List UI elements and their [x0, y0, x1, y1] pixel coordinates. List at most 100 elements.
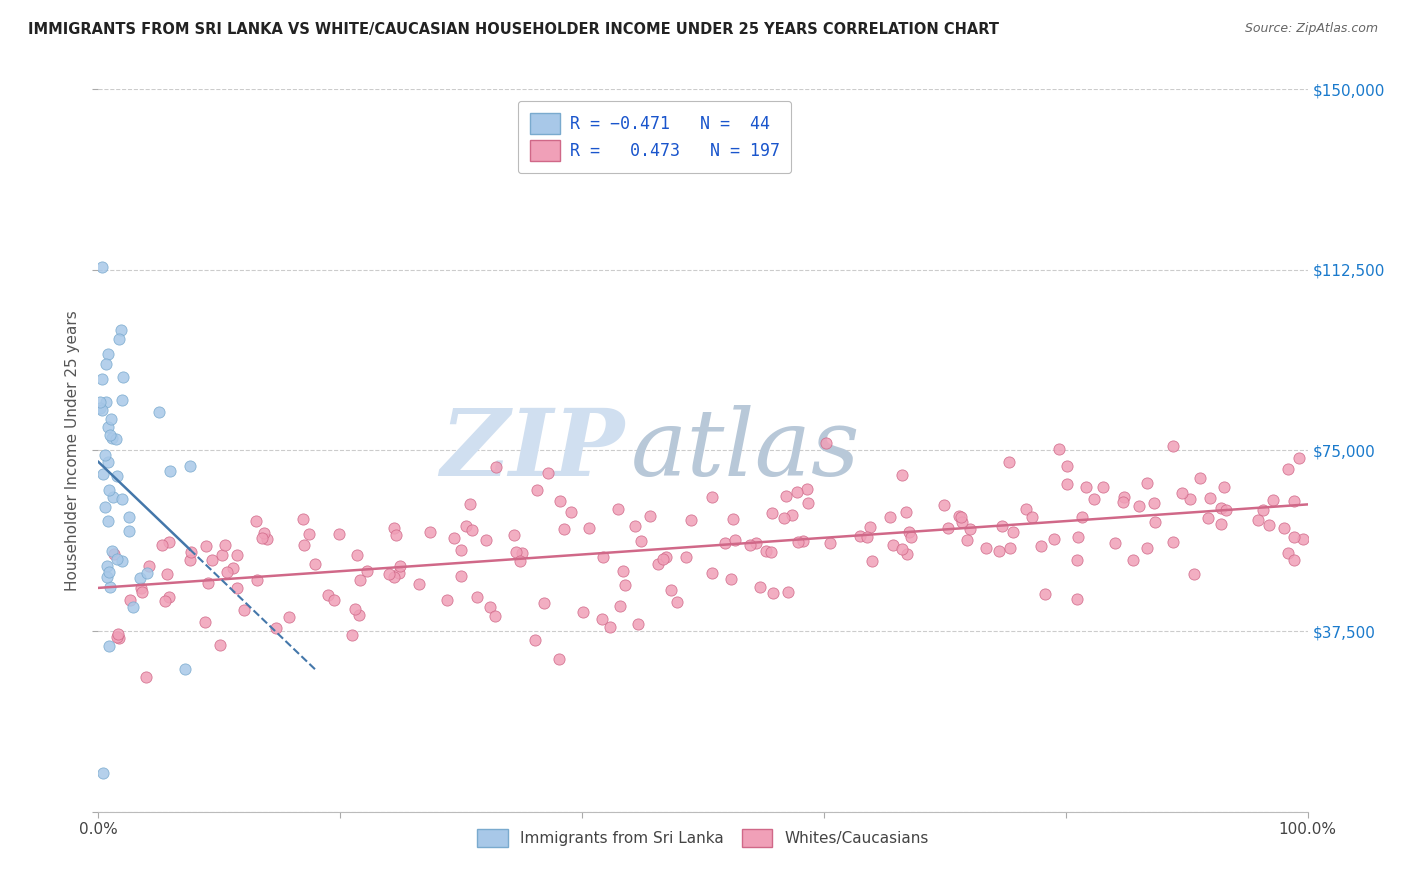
Point	[560, 505, 582, 519]
Point	[94, 395, 117, 409]
Point	[1135, 541, 1157, 555]
Point	[1066, 592, 1088, 607]
Point	[91, 372, 114, 386]
Point	[478, 600, 501, 615]
Point	[382, 521, 405, 535]
Point	[105, 469, 128, 483]
Point	[1066, 553, 1088, 567]
Point	[509, 554, 531, 568]
Point	[97, 639, 120, 653]
Point	[1092, 479, 1115, 493]
Point	[796, 482, 818, 496]
Point	[959, 522, 981, 536]
Point	[1111, 495, 1133, 509]
Point	[323, 592, 346, 607]
Point	[612, 564, 634, 578]
Point	[96, 570, 118, 584]
Point	[578, 521, 600, 535]
Point	[1171, 485, 1194, 500]
Point	[94, 357, 117, 371]
Point	[148, 405, 170, 419]
Point	[1071, 510, 1094, 524]
Point	[761, 506, 783, 520]
Text: ZIP: ZIP	[440, 406, 624, 495]
Point	[1074, 480, 1097, 494]
Point	[97, 347, 120, 361]
Point	[1199, 491, 1222, 506]
Point	[356, 564, 378, 578]
Point	[111, 554, 134, 568]
Point	[896, 505, 918, 519]
Point	[1257, 517, 1279, 532]
Point	[108, 631, 131, 645]
Point	[211, 548, 233, 562]
Point	[101, 544, 124, 558]
Point	[571, 606, 593, 620]
Point	[382, 570, 405, 584]
Point	[900, 531, 922, 545]
Point	[328, 527, 350, 541]
Point	[97, 420, 120, 434]
Point	[91, 467, 114, 481]
Point	[882, 538, 904, 552]
Point	[700, 566, 723, 580]
Point	[246, 573, 269, 587]
Point	[792, 534, 814, 549]
Point	[173, 662, 195, 676]
Point	[1122, 553, 1144, 567]
Point	[797, 496, 820, 510]
Point	[91, 766, 114, 780]
Point	[118, 524, 141, 539]
Point	[1056, 458, 1078, 473]
Point	[155, 593, 177, 607]
Point	[298, 527, 321, 541]
Point	[1001, 525, 1024, 540]
Point	[879, 510, 901, 524]
Point	[772, 511, 794, 525]
Point	[956, 533, 979, 547]
Point	[316, 588, 339, 602]
Point	[856, 530, 879, 544]
Point	[749, 580, 772, 594]
Point	[859, 520, 882, 534]
Point	[91, 260, 114, 275]
Point	[180, 545, 202, 559]
Point	[614, 578, 637, 592]
Point	[121, 600, 143, 615]
Point	[98, 427, 121, 442]
Point	[724, 533, 747, 547]
Point	[1021, 510, 1043, 524]
Point	[891, 542, 914, 557]
Point	[232, 602, 254, 616]
Point	[624, 518, 647, 533]
Point	[987, 544, 1010, 558]
Point	[111, 393, 134, 408]
Point	[721, 512, 744, 526]
Point	[1197, 511, 1219, 525]
Point	[776, 585, 799, 599]
Point	[1247, 513, 1270, 527]
Point	[107, 626, 129, 640]
Point	[786, 535, 808, 549]
Point	[891, 467, 914, 482]
Legend: Immigrants from Sri Lanka, Whites/Caucasians: Immigrants from Sri Lanka, Whites/Caucas…	[470, 822, 936, 855]
Point	[157, 535, 180, 549]
Point	[131, 584, 153, 599]
Point	[1144, 515, 1167, 529]
Y-axis label: Householder Income Under 25 years: Householder Income Under 25 years	[65, 310, 80, 591]
Point	[675, 549, 697, 564]
Point	[89, 394, 111, 409]
Point	[346, 548, 368, 562]
Point	[1083, 492, 1105, 507]
Point	[150, 538, 173, 552]
Point	[1277, 546, 1299, 560]
Point	[104, 433, 127, 447]
Point	[179, 459, 201, 474]
Point	[277, 609, 299, 624]
Point	[936, 521, 959, 535]
Point	[1043, 533, 1066, 547]
Point	[194, 615, 217, 630]
Point	[537, 466, 560, 480]
Point	[111, 492, 134, 507]
Point	[105, 551, 128, 566]
